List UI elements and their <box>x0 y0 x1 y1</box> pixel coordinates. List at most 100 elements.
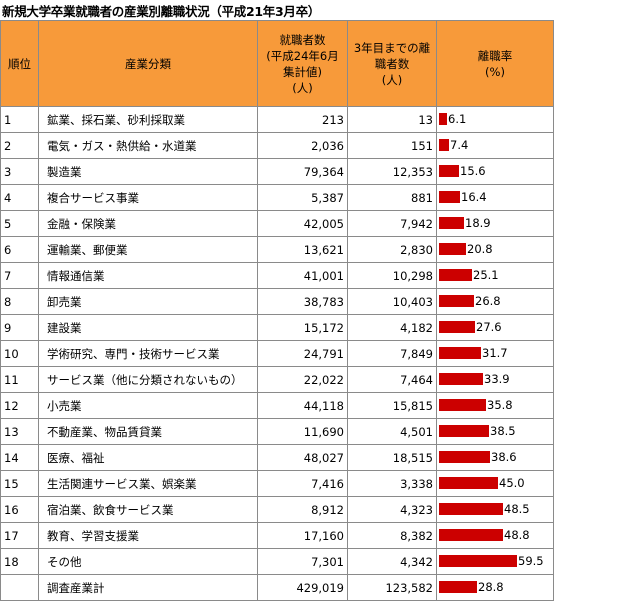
rank-cell: 14 <box>0 444 39 471</box>
rate-cell: 7.4 <box>436 132 554 159</box>
employed-cell: 11,690 <box>257 418 348 445</box>
header-employed-line: (人) <box>292 80 313 95</box>
employed-cell: 79,364 <box>257 158 348 185</box>
rate-label: 38.5 <box>490 424 516 438</box>
separated-cell: 18,515 <box>347 444 437 471</box>
industry-cell: 情報通信業 <box>38 262 258 289</box>
rank-cell: 16 <box>0 496 39 523</box>
employed-cell: 15,172 <box>257 314 348 341</box>
rate-label: 31.7 <box>482 346 508 360</box>
rate-label: 18.9 <box>465 216 491 230</box>
industry-cell: 宿泊業、飲食サービス業 <box>38 496 258 523</box>
rank-cell: 5 <box>0 210 39 237</box>
employed-cell: 8,912 <box>257 496 348 523</box>
table-row: 10 学術研究、専門・技術サービス業 24,791 7,849 31.7 <box>0 340 554 367</box>
rate-bar <box>439 399 486 411</box>
rate-cell: 48.5 <box>436 496 554 523</box>
industry-cell: 電気・ガス・熱供給・水道業 <box>38 132 258 159</box>
rate-label: 48.5 <box>504 502 530 516</box>
industry-cell: サービス業（他に分類されないもの） <box>38 366 258 393</box>
rank-cell: 12 <box>0 392 39 419</box>
industry-cell: 教育、学習支援業 <box>38 522 258 549</box>
rate-label: 45.0 <box>499 476 525 490</box>
table-row: 17 教育、学習支援業 17,160 8,382 48.8 <box>0 522 554 549</box>
rate-bar <box>439 165 459 177</box>
employed-cell: 213 <box>257 106 348 133</box>
employed-cell: 42,005 <box>257 210 348 237</box>
header-industry: 産業分類 <box>38 20 258 107</box>
rate-label: 28.8 <box>478 580 504 594</box>
rate-label: 15.6 <box>460 164 486 178</box>
separated-cell: 12,353 <box>347 158 437 185</box>
table-row: 6 運輸業、郵便業 13,621 2,830 20.8 <box>0 236 554 263</box>
header-employed-line: (平成24年6月 <box>266 48 339 63</box>
employed-cell: 13,621 <box>257 236 348 263</box>
employed-cell: 17,160 <box>257 522 348 549</box>
table-row: 13 不動産業、物品賃貸業 11,690 4,501 38.5 <box>0 418 554 445</box>
rate-bar <box>439 477 498 489</box>
industry-cell: 製造業 <box>38 158 258 185</box>
rate-cell: 18.9 <box>436 210 554 237</box>
rank-cell: 9 <box>0 314 39 341</box>
page-title: 新規大学卒業就職者の産業別離職状況（平成21年3月卒） <box>2 4 320 19</box>
header-rank-label: 順位 <box>8 56 31 71</box>
industry-cell: 小売業 <box>38 392 258 419</box>
rate-bar <box>439 243 466 255</box>
rank-cell: 10 <box>0 340 39 367</box>
rate-label: 25.1 <box>473 268 499 282</box>
table-row: 4 複合サービス事業 5,387 881 16.4 <box>0 184 554 211</box>
industry-cell: 建設業 <box>38 314 258 341</box>
rate-cell: 27.6 <box>436 314 554 341</box>
table-row: 7 情報通信業 41,001 10,298 25.1 <box>0 262 554 289</box>
rate-bar <box>439 555 517 567</box>
rate-label: 6.1 <box>448 112 467 126</box>
separated-cell: 4,501 <box>347 418 437 445</box>
rate-bar <box>439 347 481 359</box>
rate-bar <box>439 217 464 229</box>
industry-cell: 金融・保険業 <box>38 210 258 237</box>
employed-cell: 7,301 <box>257 548 348 575</box>
rank-cell: 4 <box>0 184 39 211</box>
employed-cell: 41,001 <box>257 262 348 289</box>
rank-cell: 13 <box>0 418 39 445</box>
rate-bar <box>439 503 503 515</box>
separated-cell: 7,464 <box>347 366 437 393</box>
table-row: 12 小売業 44,118 15,815 35.8 <box>0 392 554 419</box>
rate-label: 35.8 <box>487 398 513 412</box>
table-row: 1 鉱業、採石業、砂利採取業 213 13 6.1 <box>0 106 554 133</box>
rate-cell: 15.6 <box>436 158 554 185</box>
rate-label: 48.8 <box>504 528 530 542</box>
rate-bar <box>439 529 503 541</box>
separated-cell: 2,830 <box>347 236 437 263</box>
separated-cell: 7,849 <box>347 340 437 367</box>
header-employed: 就職者数 (平成24年6月 集計値) (人) <box>257 20 348 107</box>
header-separated-line: (人) <box>381 72 403 87</box>
separated-cell: 15,815 <box>347 392 437 419</box>
rate-label: 38.6 <box>491 450 517 464</box>
employed-cell: 48,027 <box>257 444 348 471</box>
table-row: 2 電気・ガス・熱供給・水道業 2,036 151 7.4 <box>0 132 554 159</box>
industry-cell: 学術研究、専門・技術サービス業 <box>38 340 258 367</box>
rate-label: 20.8 <box>467 242 493 256</box>
rate-cell: 16.4 <box>436 184 554 211</box>
rate-label: 59.5 <box>518 554 544 568</box>
rate-cell: 33.9 <box>436 366 554 393</box>
rate-label: 16.4 <box>461 190 487 204</box>
table-row: 14 医療、福祉 48,027 18,515 38.6 <box>0 444 554 471</box>
rank-cell <box>0 574 39 601</box>
separated-cell: 8,382 <box>347 522 437 549</box>
separated-cell: 151 <box>347 132 437 159</box>
industry-cell: 鉱業、採石業、砂利採取業 <box>38 106 258 133</box>
rate-bar <box>439 295 474 307</box>
separated-cell: 3,338 <box>347 470 437 497</box>
separated-cell: 7,942 <box>347 210 437 237</box>
employed-cell: 22,022 <box>257 366 348 393</box>
separated-cell: 4,182 <box>347 314 437 341</box>
rate-bar <box>439 269 472 281</box>
table-row: 11 サービス業（他に分類されないもの） 22,022 7,464 33.9 <box>0 366 554 393</box>
rate-cell: 38.5 <box>436 418 554 445</box>
rank-cell: 15 <box>0 470 39 497</box>
rate-bar <box>439 373 483 385</box>
rate-bar <box>439 321 475 333</box>
table-row: 3 製造業 79,364 12,353 15.6 <box>0 158 554 185</box>
